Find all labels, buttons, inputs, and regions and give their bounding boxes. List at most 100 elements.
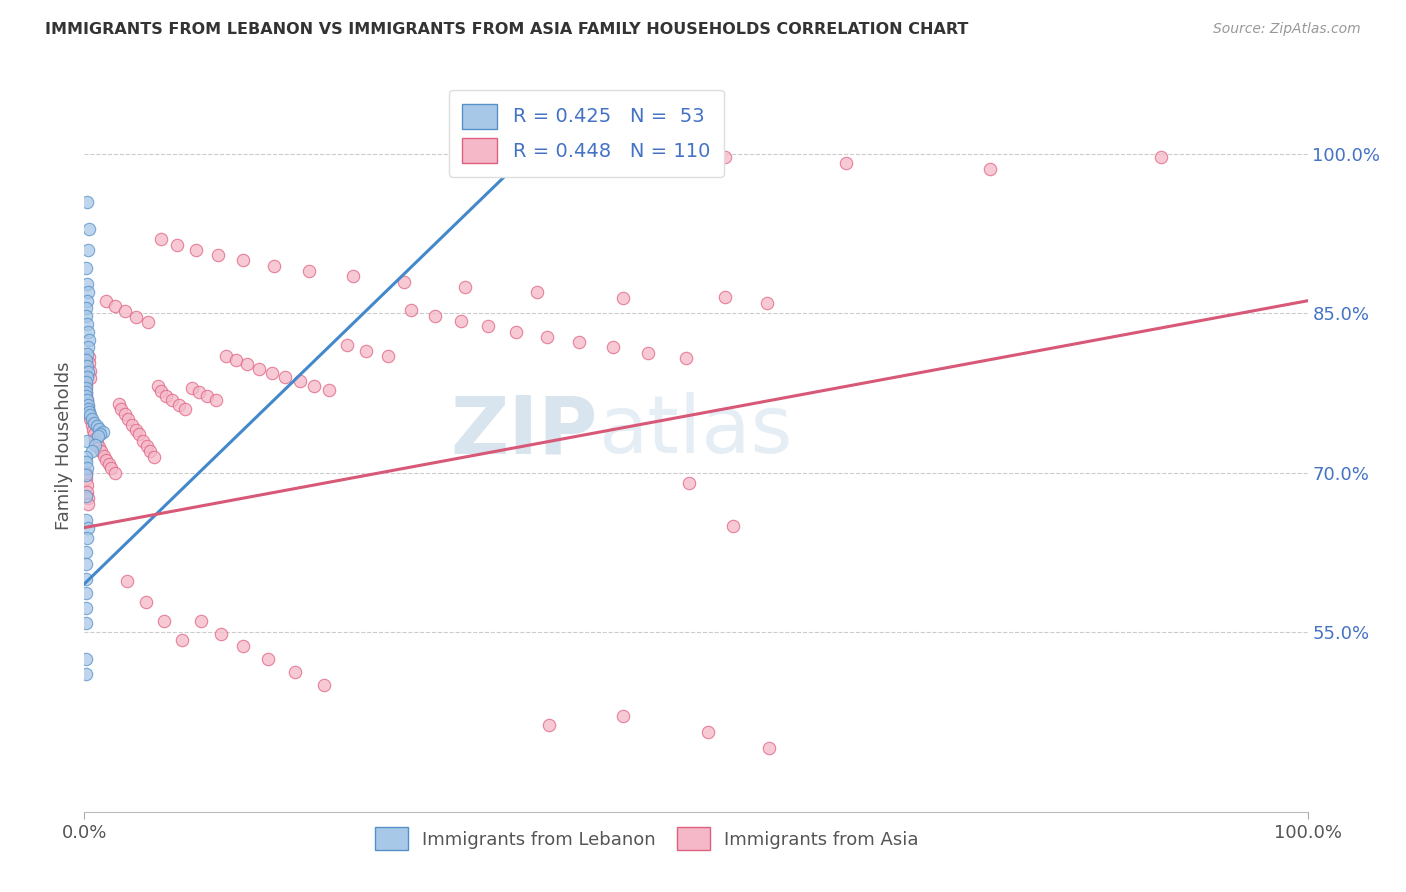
Point <box>612 291 634 305</box>
Point <box>76 461 98 475</box>
Point <box>79 371 101 385</box>
Point <box>91 425 114 440</box>
Point <box>135 439 157 453</box>
Point <box>110 401 132 416</box>
Point <box>172 632 194 647</box>
Point <box>76 370 98 384</box>
Point <box>75 353 97 368</box>
Point <box>155 389 177 403</box>
Point <box>132 434 155 448</box>
Point <box>75 378 97 392</box>
Point <box>76 277 98 291</box>
Point <box>77 497 100 511</box>
Point <box>104 466 127 480</box>
Point <box>75 381 97 395</box>
Point <box>721 518 744 533</box>
Point <box>232 640 254 654</box>
Point <box>354 343 377 358</box>
Point <box>399 303 422 318</box>
Point <box>79 364 101 378</box>
Point <box>80 412 103 426</box>
Point <box>83 427 105 442</box>
Point <box>76 393 98 408</box>
Point <box>336 338 359 352</box>
Point <box>342 269 364 284</box>
Point <box>75 513 97 527</box>
Point <box>425 309 447 323</box>
Point <box>79 412 101 426</box>
Point <box>77 521 100 535</box>
Point <box>77 406 100 420</box>
Point <box>76 359 98 374</box>
Point <box>75 472 97 486</box>
Point <box>377 349 399 363</box>
Point <box>96 452 118 467</box>
Point <box>77 221 100 235</box>
Point <box>77 356 100 370</box>
Point <box>637 345 659 359</box>
Point <box>75 309 97 323</box>
Point <box>87 422 110 436</box>
Point <box>392 275 415 289</box>
Point <box>93 449 115 463</box>
Point <box>121 417 143 432</box>
Point <box>75 260 97 275</box>
Point <box>678 476 700 491</box>
Point <box>75 652 97 666</box>
Point <box>77 243 100 257</box>
Point <box>75 667 97 681</box>
Point <box>207 248 229 262</box>
Point <box>979 162 1001 177</box>
Point <box>97 457 120 471</box>
Point <box>76 434 98 448</box>
Point <box>505 325 527 339</box>
Point <box>87 440 110 454</box>
Point <box>602 340 624 354</box>
Point <box>100 461 122 475</box>
Point <box>318 383 340 397</box>
Point <box>75 601 97 615</box>
Point <box>167 398 190 412</box>
Point <box>162 393 184 408</box>
Point <box>114 407 136 421</box>
Point <box>77 400 100 414</box>
Point <box>77 340 100 354</box>
Text: Source: ZipAtlas.com: Source: ZipAtlas.com <box>1213 22 1361 37</box>
Point <box>83 416 105 430</box>
Point <box>236 357 259 371</box>
Text: atlas: atlas <box>598 392 793 470</box>
Point <box>526 285 548 300</box>
Point <box>675 351 697 365</box>
Point <box>538 718 561 732</box>
Point <box>232 253 254 268</box>
Point <box>188 384 211 399</box>
Point <box>82 423 104 437</box>
Point <box>136 315 159 329</box>
Point <box>79 409 101 423</box>
Point <box>173 401 195 416</box>
Point <box>125 423 148 437</box>
Point <box>86 435 108 450</box>
Point <box>190 614 212 628</box>
Point <box>77 398 100 412</box>
Text: ZIP: ZIP <box>451 392 598 470</box>
Point <box>758 741 780 756</box>
Point <box>77 401 100 416</box>
Point <box>274 370 297 384</box>
Point <box>257 652 280 666</box>
Point <box>1150 150 1173 164</box>
Point <box>146 378 169 392</box>
Point <box>75 572 97 586</box>
Point <box>714 150 737 164</box>
Point <box>714 289 737 303</box>
Point <box>215 349 238 363</box>
Point <box>166 237 188 252</box>
Point <box>75 615 97 630</box>
Point <box>755 296 778 310</box>
Point <box>125 310 148 324</box>
Point <box>77 325 100 339</box>
Point <box>139 444 162 458</box>
Point <box>225 353 247 368</box>
Point <box>75 545 97 559</box>
Point <box>77 350 100 364</box>
